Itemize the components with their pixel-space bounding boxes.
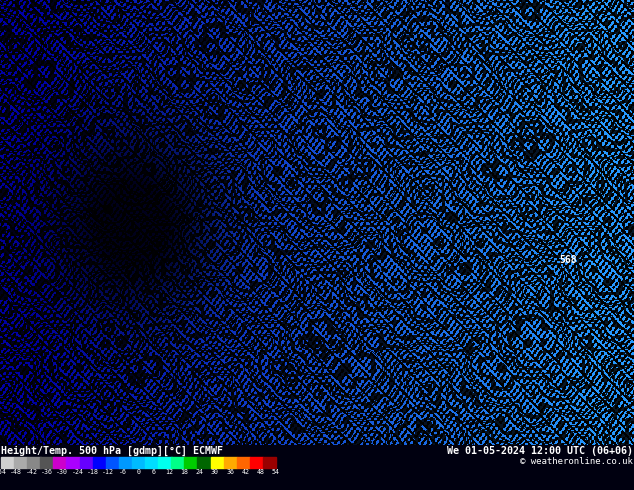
Bar — [119, 457, 133, 468]
Bar — [263, 457, 276, 468]
Text: 54: 54 — [272, 469, 280, 475]
Bar — [197, 457, 211, 468]
Bar — [106, 457, 119, 468]
Bar — [41, 457, 54, 468]
Text: 18: 18 — [180, 469, 188, 475]
Bar — [80, 457, 93, 468]
Text: 48: 48 — [257, 469, 265, 475]
Bar — [210, 457, 224, 468]
Bar — [145, 457, 158, 468]
Text: -12: -12 — [102, 469, 114, 475]
Text: We 01-05-2024 12:00 UTC (06+06): We 01-05-2024 12:00 UTC (06+06) — [447, 446, 633, 456]
Text: -18: -18 — [87, 469, 99, 475]
Bar — [132, 457, 145, 468]
Bar — [250, 457, 263, 468]
Bar — [1, 457, 15, 468]
Bar — [14, 457, 27, 468]
Text: © weatheronline.co.uk: © weatheronline.co.uk — [520, 457, 633, 466]
Text: 0: 0 — [136, 469, 141, 475]
Text: -30: -30 — [56, 469, 68, 475]
Bar — [236, 457, 250, 468]
Bar — [93, 457, 106, 468]
Bar — [184, 457, 198, 468]
Text: -6: -6 — [119, 469, 127, 475]
Text: 6: 6 — [152, 469, 156, 475]
Text: 42: 42 — [242, 469, 249, 475]
Text: 36: 36 — [226, 469, 234, 475]
Bar — [67, 457, 80, 468]
Text: Height/Temp. 500 hPa [gdmp][°C] ECMWF: Height/Temp. 500 hPa [gdmp][°C] ECMWF — [1, 446, 223, 456]
Bar — [171, 457, 184, 468]
Text: 30: 30 — [211, 469, 219, 475]
Bar — [53, 457, 67, 468]
Text: -36: -36 — [41, 469, 53, 475]
Text: 24: 24 — [196, 469, 204, 475]
Bar — [158, 457, 172, 468]
Bar — [224, 457, 237, 468]
Text: 12: 12 — [165, 469, 173, 475]
Text: -24: -24 — [72, 469, 84, 475]
Text: -54: -54 — [0, 469, 7, 475]
Text: -42: -42 — [25, 469, 37, 475]
Text: 568: 568 — [559, 255, 577, 265]
Text: -48: -48 — [10, 469, 22, 475]
Bar — [27, 457, 41, 468]
